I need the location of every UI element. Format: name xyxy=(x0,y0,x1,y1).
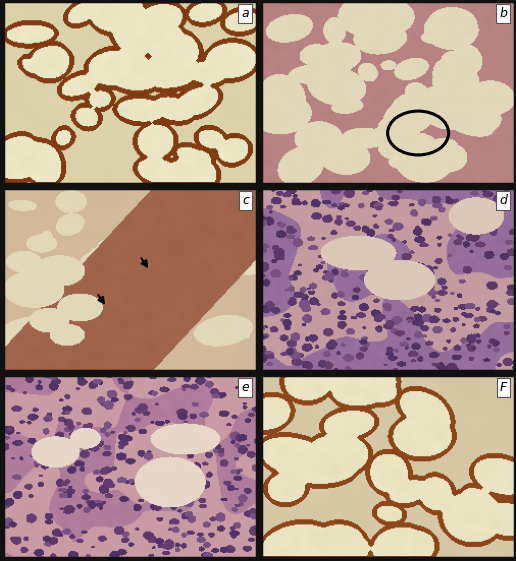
Text: d: d xyxy=(499,194,507,207)
Text: e: e xyxy=(241,381,249,394)
Text: a: a xyxy=(241,7,249,20)
Text: c: c xyxy=(242,194,249,207)
Text: b: b xyxy=(499,7,507,20)
Text: F: F xyxy=(500,381,507,394)
